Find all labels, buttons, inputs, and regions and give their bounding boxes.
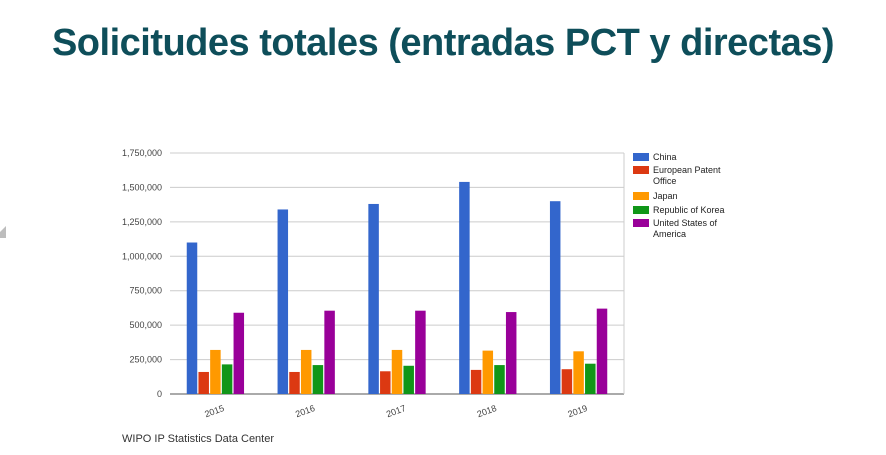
y-tick-label: 500,000 — [129, 320, 162, 330]
x-tick-label: 2016 — [294, 403, 316, 419]
slide-title: Solicitudes totales (entradas PCT y dire… — [51, 22, 835, 64]
y-tick-label: 1,000,000 — [122, 251, 162, 261]
bar — [186, 242, 198, 394]
legend-swatch — [633, 166, 649, 174]
bar — [494, 365, 505, 394]
bar — [505, 312, 517, 394]
bar — [596, 308, 608, 394]
source-note: WIPO IP Statistics Data Center — [122, 433, 275, 445]
bar — [300, 349, 312, 394]
x-tick-label: 2019 — [566, 403, 588, 419]
legend-entry: Japan — [653, 191, 678, 201]
bar — [482, 350, 494, 394]
legend-entry: United States of America — [653, 218, 718, 239]
bar — [324, 310, 335, 394]
bar — [233, 312, 245, 394]
bar — [470, 369, 482, 394]
bar — [459, 181, 470, 394]
bar — [573, 351, 584, 394]
legend-swatch — [633, 206, 649, 214]
bar — [549, 201, 561, 394]
x-tick-label: 2018 — [476, 403, 498, 419]
legend-entry: Republic of Korea — [653, 205, 725, 215]
legend-entry: European Patent Office — [653, 165, 721, 186]
bar — [312, 365, 324, 394]
x-tick-label: 2015 — [203, 403, 225, 419]
bar — [221, 364, 233, 394]
y-tick-label: 1,750,000 — [122, 148, 162, 158]
y-tick-label: 750,000 — [129, 286, 162, 296]
bar — [403, 365, 414, 394]
legend-swatch — [633, 192, 649, 200]
slide-nav-marker — [0, 226, 6, 238]
bar — [380, 371, 391, 394]
bar — [585, 363, 596, 394]
x-tick-label: 2017 — [385, 403, 407, 419]
bar — [210, 349, 221, 394]
bar — [277, 209, 289, 394]
legend-swatch — [633, 153, 649, 161]
y-tick-label: 1,250,000 — [122, 217, 162, 227]
y-tick-label: 250,000 — [129, 355, 162, 365]
y-tick-label: 0 — [157, 389, 162, 399]
bar — [289, 371, 300, 394]
bar — [368, 203, 379, 394]
bar — [198, 371, 209, 394]
legend-swatch — [633, 219, 649, 227]
bar — [415, 310, 426, 394]
bar — [561, 369, 573, 394]
bar — [391, 349, 403, 394]
y-tick-label: 1,500,000 — [122, 182, 162, 192]
legend-entry: China — [653, 152, 677, 162]
